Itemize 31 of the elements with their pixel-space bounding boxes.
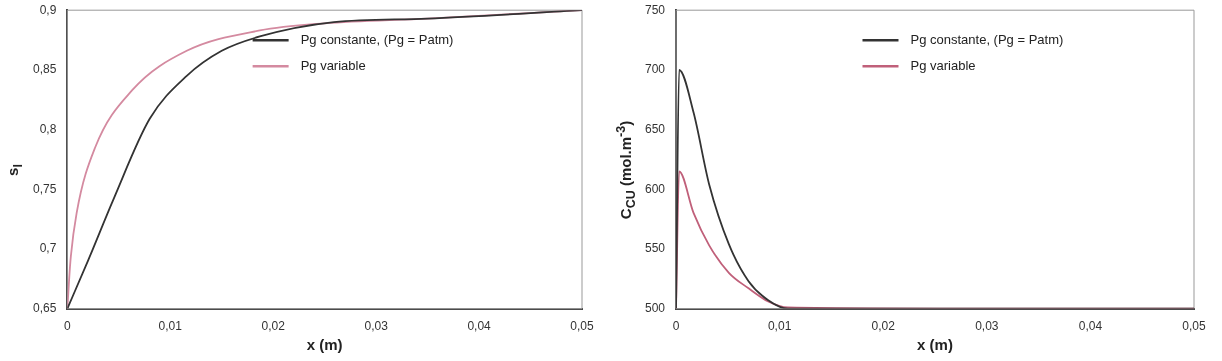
x-tick-label: 0,02 [261, 319, 286, 334]
y-tick-label: 0,65 [33, 300, 57, 315]
y-tick-label: 750 [644, 2, 666, 17]
y-tick-label: 650 [644, 121, 666, 136]
y-tick-label: 700 [644, 62, 666, 77]
x-tick-label: 0,03 [364, 319, 389, 334]
x-tick-label: 0,04 [1078, 319, 1103, 334]
x-tick-label: 0,03 [975, 319, 999, 334]
x-axis-title: x (m) [917, 336, 953, 354]
legend-label: Pg variable [910, 57, 976, 73]
x-tick-label: 0,01 [767, 319, 792, 334]
legend-label: Pg variable [300, 57, 366, 73]
x-axis-title: x (m) [306, 336, 343, 354]
legend-label: Pg constante, (Pg = Patm) [300, 31, 454, 47]
line-series [67, 10, 582, 309]
x-tick-label: 0 [672, 319, 680, 334]
x-tick-label: 0,04 [467, 319, 492, 334]
y-tick-label: 0,85 [33, 62, 57, 77]
y-tick-label: 550 [644, 241, 666, 256]
y-tick-label: 500 [644, 300, 666, 315]
y-tick-label: 0,75 [33, 181, 57, 196]
x-tick-label: 0,01 [158, 319, 183, 334]
legend-label: Pg constante, (Pg = Patm) [910, 31, 1064, 47]
y-tick-label: 0,7 [39, 241, 57, 256]
y-tick-label: 600 [644, 181, 666, 196]
y-tick-label: 0,9 [39, 2, 57, 17]
x-tick-label: 0,05 [1182, 319, 1206, 334]
x-tick-label: 0,02 [871, 319, 896, 334]
y-tick-label: 0,8 [39, 121, 57, 136]
x-tick-label: 0 [64, 319, 72, 334]
x-tick-label: 0,05 [570, 319, 594, 334]
